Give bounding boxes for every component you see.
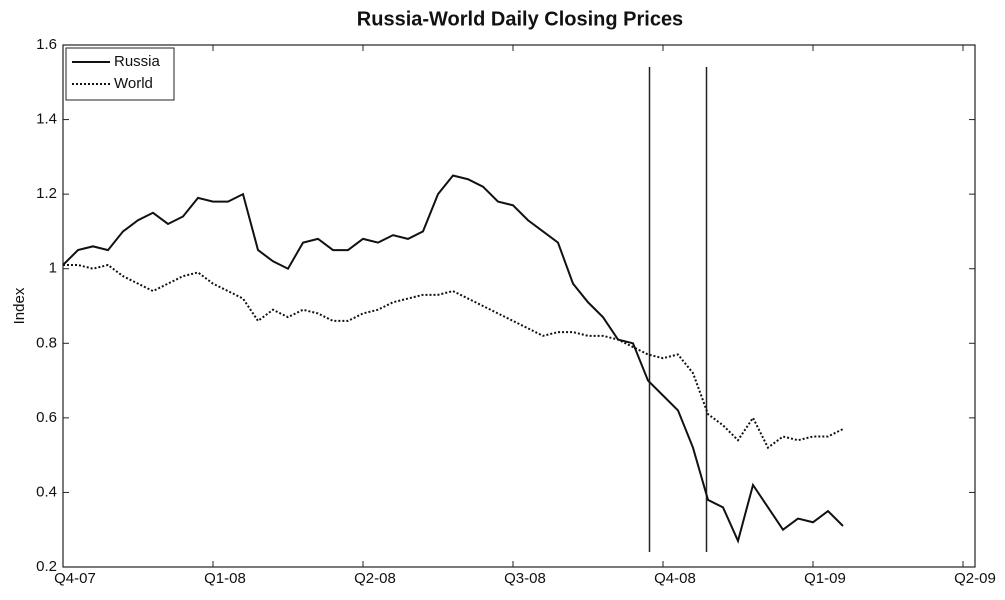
legend-label: World [114, 75, 153, 92]
x-tick-label: Q2-09 [954, 570, 996, 587]
y-tick-label: 1.6 [36, 36, 57, 53]
y-tick-label: 1.2 [36, 185, 57, 202]
plot-frame [62, 44, 976, 568]
y-tick-label: 0.2 [36, 558, 57, 575]
legend-label: Russia [114, 53, 161, 70]
y-tick-label: 1.4 [36, 111, 57, 128]
x-tick-label: Q4-08 [654, 570, 696, 587]
x-tick-label: Q4-07 [54, 570, 96, 587]
series-line [62, 174, 844, 544]
y-axis-label: Index [11, 287, 28, 324]
x-tick-label: Q2-08 [354, 570, 396, 587]
y-tick-label: 0.8 [36, 334, 57, 351]
y-tick-label: 0.4 [36, 483, 57, 500]
series-line [63, 263, 844, 450]
x-tick-label: Q1-08 [204, 570, 246, 587]
x-tick-label: Q1-09 [804, 570, 846, 587]
chart-title: Russia-World Daily Closing Prices [357, 8, 683, 30]
y-tick-label: 0.6 [36, 409, 57, 426]
legend-box [65, 47, 175, 101]
x-tick-label: Q3-08 [504, 570, 546, 587]
y-tick-label: 1 [49, 260, 57, 277]
